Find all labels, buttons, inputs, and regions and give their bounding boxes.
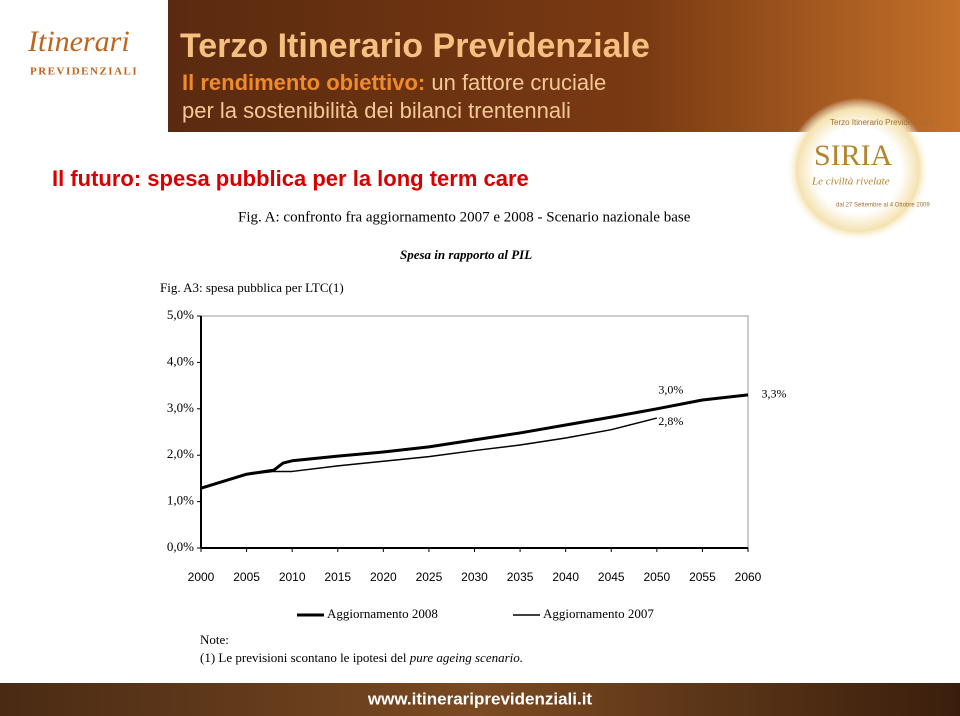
series-line: [200, 417, 658, 489]
banner-line: per la sostenibilità dei bilanci trenten…: [182, 98, 571, 123]
x-tick-label: 2000: [188, 570, 215, 584]
y-tick-label: 2,0%: [167, 446, 194, 461]
badge-dates: dal 27 Settembre al 4 Ottobre 2009: [836, 203, 930, 209]
slide-title: Il futuro: spesa pubblica per la long te…: [52, 166, 529, 191]
legend-label: Aggiornamento 2007: [543, 606, 654, 621]
series-line: [200, 393, 749, 490]
x-tick-label: 2020: [370, 570, 397, 584]
x-tick-label: 2025: [416, 570, 443, 584]
logo-caps: PREVIDENZIALI: [30, 66, 138, 78]
y-tick-label: 1,0%: [167, 493, 194, 508]
badge-subtitle: Le civiltà rivelate: [811, 176, 890, 188]
x-tick-label: 2005: [233, 570, 260, 584]
x-tick-label: 2035: [507, 570, 534, 584]
x-tick-label: 2010: [279, 570, 306, 584]
footer-url: www.itinerariprevidenziali.it: [367, 689, 593, 708]
note-text: (1) Le previsioni scontano le ipotesi de…: [200, 650, 523, 665]
x-tick-label: 2015: [324, 570, 351, 584]
y-tick-label: 0,0%: [167, 539, 194, 554]
y-tick-label: 3,0%: [167, 400, 194, 415]
logo-script: Itinerari: [27, 25, 130, 58]
footer-bar: [0, 683, 960, 716]
banner-line: Il rendimento obiettivo: un fattore cruc…: [182, 70, 606, 95]
banner-bold: Il rendimento obiettivo:: [182, 70, 425, 95]
note-italic: pure ageing scenario.: [409, 650, 523, 665]
badge-name: SIRIA: [814, 139, 893, 172]
x-tick-label: 2030: [461, 570, 488, 584]
y-tick-label: 4,0%: [167, 353, 194, 368]
legend-label: Aggiornamento 2008: [327, 606, 438, 621]
x-tick-label: 2060: [735, 570, 762, 584]
y-tick-label: 5,0%: [167, 307, 194, 322]
chart-subtitle: Spesa in rapporto al PIL: [400, 247, 532, 262]
badge: [786, 98, 930, 242]
data-label: 2,8%: [658, 414, 683, 428]
note-plain: (1) Le previsioni scontano le ipotesi de…: [200, 650, 407, 665]
badge-top: Terzo Itinerario Previdenziale: [830, 118, 934, 127]
x-tick-label: 2045: [598, 570, 625, 584]
chart-title: Fig. A: confronto fra aggiornamento 2007…: [238, 209, 691, 225]
x-tick-label: 2050: [643, 570, 670, 584]
data-label: 3,3%: [762, 387, 787, 401]
banner-title: Terzo Itinerario Previdenziale: [180, 27, 650, 65]
x-tick-label: 2040: [552, 570, 579, 584]
figure-label: Fig. A3: spesa pubblica per LTC(1): [160, 280, 344, 295]
data-label: 3,0%: [658, 383, 683, 397]
plot-frame: [200, 315, 749, 549]
note-heading: Note:: [200, 632, 229, 647]
x-tick-label: 2055: [689, 570, 716, 584]
banner-rest: un fattore cruciale: [431, 70, 606, 95]
